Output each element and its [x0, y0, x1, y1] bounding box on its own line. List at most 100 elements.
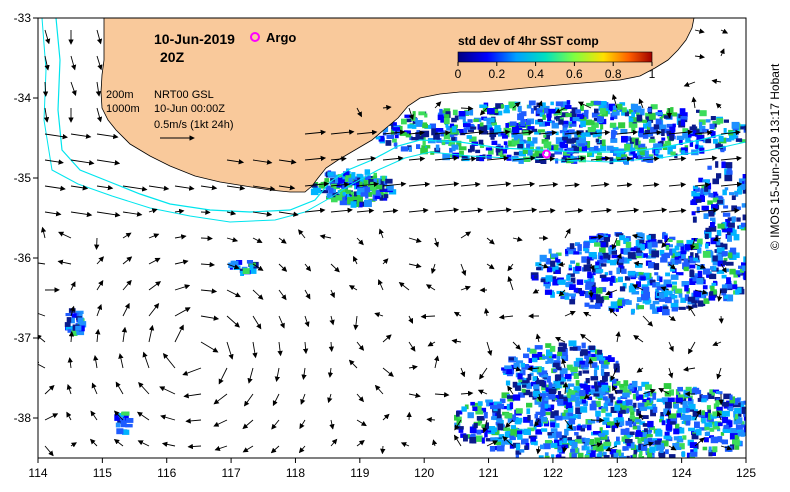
current-arrow — [304, 263, 312, 272]
sst-pixel — [498, 150, 503, 156]
sst-pixel — [613, 442, 617, 448]
sst-pixel — [529, 372, 534, 376]
sst-pixel — [581, 145, 588, 152]
sst-pixel — [679, 427, 685, 434]
sst-pixel — [580, 138, 586, 145]
current-arrow — [454, 419, 462, 431]
sst-pixel — [533, 105, 537, 111]
sst-pixel — [712, 255, 718, 262]
sst-pixel — [668, 239, 673, 242]
sst-pixel — [567, 273, 575, 277]
sst-pixel — [458, 146, 467, 151]
current-arrow — [274, 367, 280, 382]
sst-pixel — [590, 275, 594, 282]
sst-pixel — [647, 420, 654, 428]
sst-pixel — [472, 406, 478, 411]
current-vectors — [38, 28, 743, 457]
sst-pixel — [501, 406, 508, 410]
current-arrow — [66, 384, 72, 395]
sst-pixel — [584, 353, 592, 360]
current-arrow — [616, 182, 633, 188]
sst-pixel — [731, 216, 736, 222]
sst-pixel — [590, 376, 599, 381]
sst-pixel — [631, 117, 638, 123]
sst-pixel — [523, 353, 530, 358]
sst-pixel — [331, 196, 338, 203]
sst-pixel — [716, 253, 722, 260]
sst-pixel — [669, 389, 674, 396]
current-arrow — [588, 358, 594, 369]
sst-pixel — [327, 172, 334, 176]
sst-pixel — [555, 256, 559, 263]
sst-pixel — [580, 394, 587, 400]
sst-pixel — [629, 421, 633, 428]
sst-pixel — [569, 299, 576, 305]
sst-pixel — [414, 118, 418, 122]
current-arrow — [278, 263, 288, 272]
sst-pixel — [578, 452, 584, 458]
current-arrow — [115, 381, 124, 395]
sst-pixel — [662, 309, 670, 316]
sst-pixel — [627, 271, 636, 276]
current-arrow — [694, 263, 706, 269]
sst-pixel — [588, 304, 596, 309]
current-arrow — [668, 263, 676, 270]
sst-pixel — [653, 124, 660, 130]
sst-pixel — [710, 222, 715, 228]
sst-pixel — [511, 155, 519, 162]
current-arrow — [642, 388, 656, 395]
sst-pixel — [560, 396, 568, 402]
sst-pixel — [677, 407, 683, 413]
sst-pixel — [593, 100, 602, 105]
sst-pixel — [543, 134, 547, 138]
sst-pixel — [544, 452, 549, 457]
sst-pixel — [689, 126, 698, 131]
sst-pixel — [595, 302, 601, 309]
sst-pixel — [569, 346, 578, 351]
sst-pixel — [504, 145, 509, 150]
sst-pixel — [559, 440, 563, 446]
sst-pixel — [709, 428, 715, 432]
argo-label: Argo — [266, 30, 296, 45]
sst-pixel — [598, 353, 603, 360]
current-arrow — [564, 207, 584, 214]
sst-pixel — [565, 248, 569, 254]
sst-pixel — [717, 436, 723, 443]
current-arrow — [348, 359, 358, 369]
sst-pixel — [574, 448, 579, 453]
sst-pixel — [680, 250, 687, 255]
sst-pixel — [566, 281, 573, 288]
sst-pixel — [673, 436, 679, 441]
sst-pixel — [548, 382, 553, 389]
sst-pixel — [394, 135, 399, 139]
sst-pixel — [656, 154, 664, 159]
sst-pixel — [456, 426, 464, 430]
sst-pixel — [615, 417, 624, 422]
sst-pixel — [550, 422, 556, 428]
sst-pixel — [682, 435, 687, 440]
sst-pixel — [407, 124, 413, 129]
sst-pixel — [600, 362, 609, 369]
sst-pixel — [566, 138, 575, 144]
sst-pixel — [614, 389, 623, 394]
sst-pixel — [346, 168, 350, 174]
sst-pixel — [669, 236, 676, 241]
sst-pixel — [451, 126, 457, 133]
sst-pixel — [666, 108, 674, 114]
current-arrow — [159, 386, 176, 395]
sst-pixel — [597, 349, 603, 355]
current-arrow — [301, 367, 307, 380]
current-arrow — [382, 155, 404, 162]
current-arrow — [95, 328, 101, 343]
sst-pixel — [409, 135, 413, 141]
sst-pixel — [565, 389, 571, 393]
sst-pixel — [742, 188, 746, 194]
current-arrow — [44, 413, 59, 421]
sst-pixel — [588, 147, 596, 153]
sst-pixel — [570, 277, 576, 284]
sst-pixel — [620, 108, 624, 112]
current-arrow — [668, 129, 694, 135]
current-arrow — [512, 155, 536, 161]
current-arrow — [658, 387, 670, 395]
